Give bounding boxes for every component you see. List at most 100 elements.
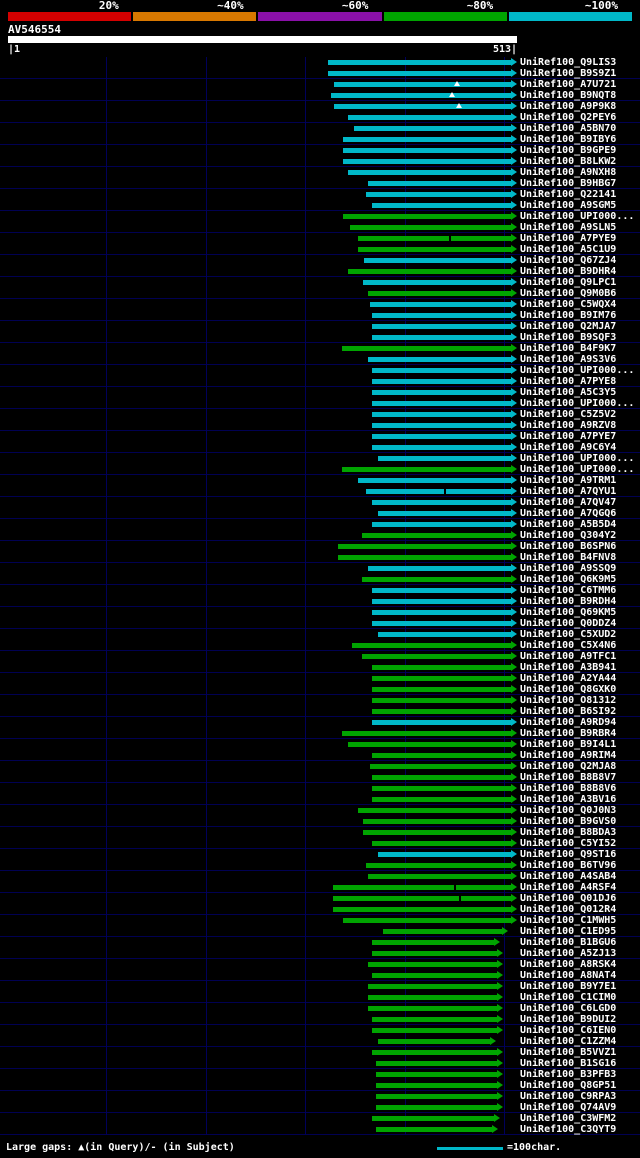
hit-label[interactable]: UniRef100_A2YA44 xyxy=(520,673,617,684)
hit-label[interactable]: UniRef100_A9TFC1 xyxy=(520,651,617,662)
hit-bar[interactable] xyxy=(367,874,511,879)
hit-bar[interactable] xyxy=(362,830,511,835)
hit-bar[interactable] xyxy=(377,1039,491,1044)
hit-label[interactable]: UniRef100_Q2PEY6 xyxy=(520,112,617,123)
hit-bar[interactable] xyxy=(362,280,511,285)
hit-bar[interactable] xyxy=(328,60,511,65)
hit-bar[interactable] xyxy=(367,357,511,362)
hit-label[interactable]: UniRef100_A9P9K8 xyxy=(520,101,617,112)
hit-bar[interactable] xyxy=(342,731,511,736)
hit-label[interactable]: UniRef100_A9C6Y4 xyxy=(520,442,617,453)
hit-label[interactable]: UniRef100_C6IEN0 xyxy=(520,1025,617,1036)
hit-label[interactable]: UniRef100_B9Y7E1 xyxy=(520,981,617,992)
hit-bar[interactable] xyxy=(377,511,511,516)
hit-bar[interactable] xyxy=(371,1116,495,1121)
hit-label[interactable]: UniRef100_C9RPA3 xyxy=(520,1091,617,1102)
hit-bar[interactable] xyxy=(349,225,511,230)
hit-label[interactable]: UniRef100_UPI000... xyxy=(520,365,635,376)
hit-label[interactable]: UniRef100_A5BN70 xyxy=(520,123,617,134)
hit-label[interactable]: UniRef100_Q8GXK0 xyxy=(520,684,617,695)
hit-bar[interactable] xyxy=(371,610,511,615)
hit-bar[interactable] xyxy=(343,214,511,219)
hit-label[interactable]: UniRef100_A5ZJ13 xyxy=(520,948,617,959)
hit-label[interactable]: UniRef100_B8B8V6 xyxy=(520,783,617,794)
hit-label[interactable]: UniRef100_A3B941 xyxy=(520,662,617,673)
hit-label[interactable]: UniRef100_A7QGQ6 xyxy=(520,508,617,519)
hit-label[interactable]: UniRef100_A7QYU1 xyxy=(520,486,617,497)
hit-bar[interactable] xyxy=(371,775,511,780)
hit-bar[interactable] xyxy=(371,940,495,945)
hit-label[interactable]: UniRef100_A9TRM1 xyxy=(520,475,617,486)
hit-label[interactable]: UniRef100_B9SQF3 xyxy=(520,332,617,343)
hit-bar[interactable] xyxy=(367,995,498,1000)
hit-bar[interactable] xyxy=(375,1061,498,1066)
hit-bar[interactable] xyxy=(371,588,511,593)
hit-bar[interactable] xyxy=(371,753,511,758)
hit-bar[interactable] xyxy=(371,797,511,802)
hit-label[interactable]: UniRef100_B3PFB3 xyxy=(520,1069,617,1080)
hit-bar[interactable] xyxy=(371,412,511,417)
hit-label[interactable]: UniRef100_C5XUD2 xyxy=(520,629,617,640)
hit-bar[interactable] xyxy=(369,764,511,769)
hit-label[interactable]: UniRef100_O81312 xyxy=(520,695,617,706)
hit-label[interactable]: UniRef100_A9S3V6 xyxy=(520,354,617,365)
hit-label[interactable]: UniRef100_Q74AV9 xyxy=(520,1102,617,1113)
hit-bar[interactable] xyxy=(343,159,511,164)
hit-label[interactable]: UniRef100_C3QYT9 xyxy=(520,1124,617,1135)
hit-bar[interactable] xyxy=(367,291,511,296)
hit-bar[interactable] xyxy=(371,676,511,681)
hit-label[interactable]: UniRef100_Q67ZJ4 xyxy=(520,255,617,266)
hit-label[interactable]: UniRef100_A9SGM5 xyxy=(520,200,617,211)
hit-bar[interactable] xyxy=(371,951,498,956)
hit-label[interactable]: UniRef100_B9IM76 xyxy=(520,310,617,321)
hit-label[interactable]: UniRef100_A8RSK4 xyxy=(520,959,617,970)
hit-label[interactable]: UniRef100_B9GVS0 xyxy=(520,816,617,827)
hit-label[interactable]: UniRef100_A9SSQ9 xyxy=(520,563,617,574)
hit-label[interactable]: UniRef100_A9RD94 xyxy=(520,717,617,728)
hit-label[interactable]: UniRef100_Q9M0B6 xyxy=(520,288,617,299)
hit-label[interactable]: UniRef100_B9S9Z1 xyxy=(520,68,617,79)
hit-bar[interactable] xyxy=(371,1050,498,1055)
hit-bar[interactable] xyxy=(371,1028,498,1033)
hit-bar[interactable] xyxy=(365,192,511,197)
hit-label[interactable]: UniRef100_B8LKW2 xyxy=(520,156,617,167)
hit-bar[interactable] xyxy=(333,896,511,901)
hit-bar[interactable] xyxy=(371,313,511,318)
hit-bar[interactable] xyxy=(371,445,511,450)
hit-label[interactable]: UniRef100_UPI000... xyxy=(520,453,635,464)
hit-label[interactable]: UniRef100_C1ZZM4 xyxy=(520,1036,617,1047)
hit-label[interactable]: UniRef100_B6SI92 xyxy=(520,706,617,717)
hit-bar[interactable] xyxy=(382,929,503,934)
hit-bar[interactable] xyxy=(377,456,511,461)
hit-bar[interactable] xyxy=(334,82,511,87)
hit-bar[interactable] xyxy=(375,1105,498,1110)
hit-bar[interactable] xyxy=(371,368,511,373)
hit-bar[interactable] xyxy=(371,423,511,428)
hit-label[interactable]: UniRef100_B1BGU6 xyxy=(520,937,617,948)
hit-label[interactable]: UniRef100_B8BDA3 xyxy=(520,827,617,838)
hit-bar[interactable] xyxy=(367,181,511,186)
hit-label[interactable]: UniRef100_B6TV96 xyxy=(520,860,617,871)
hit-bar[interactable] xyxy=(361,577,511,582)
hit-bar[interactable] xyxy=(371,1017,498,1022)
hit-label[interactable]: UniRef100_B9HBG7 xyxy=(520,178,617,189)
hit-label[interactable]: UniRef100_Q012R4 xyxy=(520,904,617,915)
hit-label[interactable]: UniRef100_Q304Y2 xyxy=(520,530,617,541)
hit-bar[interactable] xyxy=(347,269,511,274)
hit-bar[interactable] xyxy=(375,1083,498,1088)
hit-label[interactable]: UniRef100_C6LGD0 xyxy=(520,1003,617,1014)
hit-bar[interactable] xyxy=(342,467,511,472)
hit-label[interactable]: UniRef100_A7QV47 xyxy=(520,497,617,508)
hit-label[interactable]: UniRef100_Q9LPC1 xyxy=(520,277,617,288)
hit-bar[interactable] xyxy=(371,434,511,439)
hit-bar[interactable] xyxy=(363,258,511,263)
hit-bar[interactable] xyxy=(365,863,511,868)
hit-bar[interactable] xyxy=(333,885,511,890)
hit-label[interactable]: UniRef100_A9RIM4 xyxy=(520,750,617,761)
hit-bar[interactable] xyxy=(338,544,511,549)
hit-bar[interactable] xyxy=(371,500,511,505)
hit-label[interactable]: UniRef100_B9GPE9 xyxy=(520,145,617,156)
hit-bar[interactable] xyxy=(375,1127,493,1132)
hit-bar[interactable] xyxy=(371,335,511,340)
hit-bar[interactable] xyxy=(333,907,511,912)
